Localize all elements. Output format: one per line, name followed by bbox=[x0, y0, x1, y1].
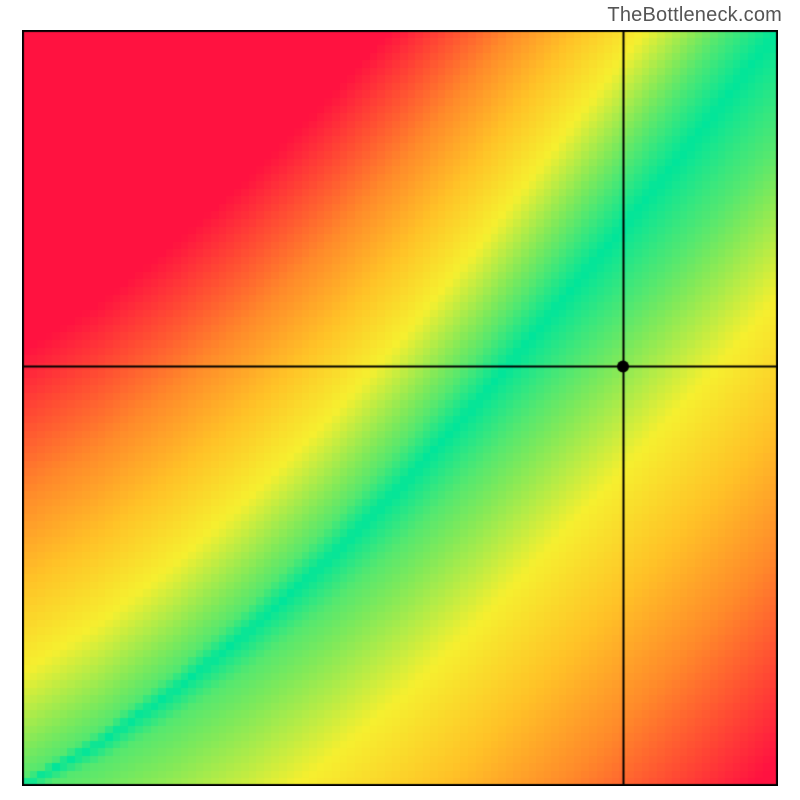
watermark-text: TheBottleneck.com bbox=[607, 4, 782, 27]
bottleneck-heatmap bbox=[22, 30, 778, 786]
chart-container: TheBottleneck.com bbox=[0, 0, 800, 800]
